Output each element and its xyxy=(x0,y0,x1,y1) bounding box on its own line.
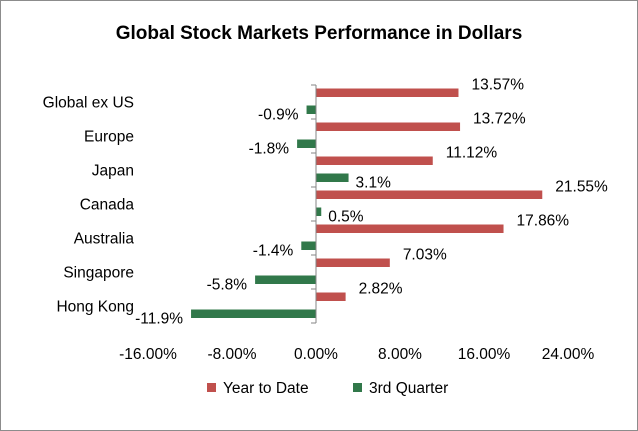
data-label: -1.4% xyxy=(253,243,294,260)
x-tick-label: -16.00% xyxy=(119,346,177,363)
bar-year-to-date xyxy=(316,88,459,97)
x-tick-label: 8.00% xyxy=(378,346,422,363)
bar-year-to-date xyxy=(316,292,346,301)
x-tick-label: 24.00% xyxy=(542,346,595,363)
bar-3rd-quarter xyxy=(297,139,316,148)
data-label: -1.8% xyxy=(249,141,290,158)
legend-swatch xyxy=(353,383,362,392)
category-label: Europe xyxy=(84,129,134,146)
data-label: -5.8% xyxy=(207,277,248,294)
x-tick-label: 0.00% xyxy=(294,346,338,363)
bar-year-to-date xyxy=(316,224,504,233)
category-label: Hong Kong xyxy=(56,299,134,316)
data-label: 0.5% xyxy=(328,209,364,226)
data-label: -11.9% xyxy=(135,311,183,328)
bar-3rd-quarter xyxy=(191,309,316,318)
bar-3rd-quarter xyxy=(316,173,349,182)
bar-3rd-quarter xyxy=(306,105,316,114)
bar-3rd-quarter xyxy=(316,207,322,216)
data-label: 21.55% xyxy=(555,179,608,196)
legend-label: Year to Date xyxy=(223,380,309,397)
bar-year-to-date xyxy=(316,258,390,267)
bar-year-to-date xyxy=(316,190,543,199)
data-label: 17.86% xyxy=(517,213,570,230)
category-label: Canada xyxy=(80,197,135,214)
legend-swatch xyxy=(207,383,216,392)
x-tick-label: 16.00% xyxy=(458,346,511,363)
category-label: Global ex US xyxy=(43,95,134,112)
data-label: 3.1% xyxy=(356,175,392,192)
data-label: 7.03% xyxy=(403,247,447,264)
legend-label: 3rd Quarter xyxy=(369,380,448,397)
bar-3rd-quarter xyxy=(301,241,316,250)
chart-title: Global Stock Markets Performance in Doll… xyxy=(116,23,523,44)
data-label: -0.9% xyxy=(258,107,299,124)
bar-year-to-date xyxy=(316,122,461,131)
data-label: 13.57% xyxy=(471,77,524,94)
category-label: Australia xyxy=(74,231,135,248)
bar-year-to-date xyxy=(316,156,433,165)
data-label: 11.12% xyxy=(446,145,498,162)
bar-3rd-quarter xyxy=(255,275,316,284)
data-label: 13.72% xyxy=(473,111,526,128)
data-label: 2.82% xyxy=(359,281,403,298)
plot-area: Global ex US 13.57% -0.9% Europe 13.72% -1.8%… xyxy=(43,77,608,364)
category-label: Singapore xyxy=(63,265,134,282)
legend: Year to Date 3rd Quarter xyxy=(207,380,448,397)
category-label: Japan xyxy=(92,163,134,180)
x-tick-label: -8.00% xyxy=(207,346,256,363)
